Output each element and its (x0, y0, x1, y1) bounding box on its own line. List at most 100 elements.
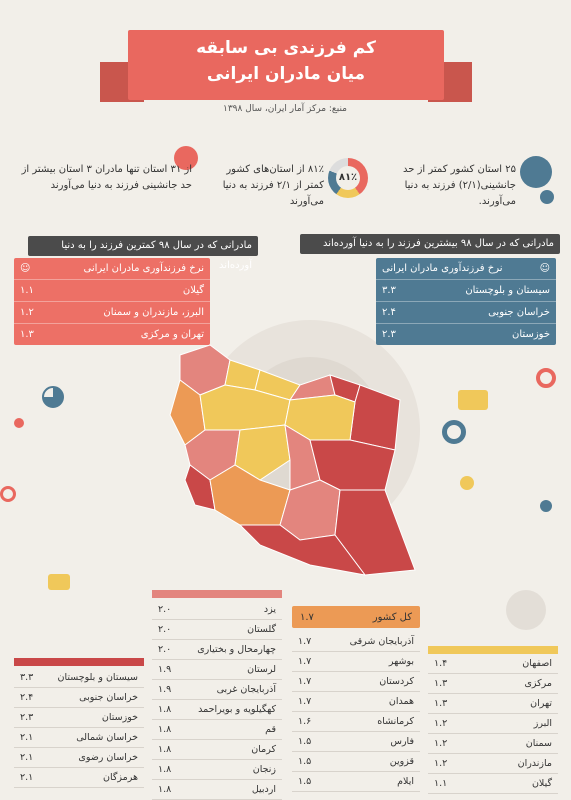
row-value: ۲.۱ (20, 772, 34, 783)
decor-circle-gray (506, 590, 546, 630)
row-value: ۲.۱ (20, 752, 34, 763)
row-name: قزوین (389, 756, 414, 767)
row-name: خوزستان (101, 712, 138, 723)
chat-bubble-icon (48, 574, 70, 590)
row-value: ۱.۲ (434, 718, 448, 729)
row-name: گیلان (182, 285, 204, 296)
row-value: ۱.۸ (158, 744, 172, 755)
stat-left: از ۳۱ استان تنها مادران ۳ استان بیشتر از… (21, 164, 192, 191)
row-value: ۳.۳ (20, 672, 34, 683)
table-row: خراسان رضوی ۲.۱ (14, 748, 144, 768)
row-value: ۱.۷ (298, 696, 312, 707)
decor-circle-yellow (460, 476, 474, 490)
row-value: ۱.۵ (298, 756, 312, 767)
table-row: کرمان ۱.۸ (152, 740, 282, 760)
table-yellow: اصفهان ۱.۴ مرکزی ۱.۳ تهران ۱.۳ البرز ۱.۲ سمنان ۱.… (428, 654, 558, 794)
table-row: قم ۱.۸ (152, 720, 282, 740)
row-name: زنجان (252, 764, 276, 775)
most-row: سیستان و بلوچستان ۳.۳ (376, 279, 556, 301)
least-row: البرز، مازندران و سمنان ۱.۲ (14, 301, 210, 323)
row-value: ۲.۱ (20, 732, 34, 743)
table-row: سیستان و بلوچستان ۳.۳ (14, 668, 144, 688)
country-total-label: کل کشور (372, 611, 412, 623)
row-value: ۱.۵ (298, 736, 312, 747)
table-orange: آذربایجان شرقی ۱.۷ بوشهر ۱.۷ کردستان ۱.۷ همدان… (292, 632, 420, 792)
table-pink-bar (152, 590, 282, 598)
row-name: البرز (533, 718, 552, 729)
row-value: ۱.۷ (298, 636, 312, 647)
row-name: کرمانشاه (377, 716, 414, 727)
decor-circle-blue (520, 156, 552, 188)
table-red-bar (14, 658, 144, 666)
row-name: فارس (390, 736, 414, 747)
baby-icon: ☺ (539, 263, 550, 274)
decor-circle-blue-small (540, 190, 554, 204)
iran-map (169, 344, 416, 576)
row-name: هرمزگان (103, 772, 138, 783)
row-name: ایلام (397, 776, 414, 787)
table-row: خراسان شمالی ۲.۱ (14, 728, 144, 748)
table-row: کرمانشاه ۱.۶ (292, 712, 420, 732)
table-row: مرکزی ۱.۳ (428, 674, 558, 694)
row-value: ۲.۳ (20, 712, 34, 723)
row-name: قم (265, 724, 276, 735)
table-row: اصفهان ۱.۴ (428, 654, 558, 674)
table-row: آذربایجان شرقی ۱.۷ (292, 632, 420, 652)
table-row: سمنان ۱.۲ (428, 734, 558, 754)
row-value: ۱.۲ (20, 307, 34, 318)
row-value: ۱.۲ (434, 738, 448, 749)
row-value: ۱.۶ (298, 716, 312, 727)
map-region-khuzestan (184, 464, 216, 511)
title-line2: میان مادران ایرانی (206, 64, 366, 84)
row-value: ۱.۷ (298, 676, 312, 687)
table-yellow-bar (428, 646, 558, 654)
row-value: ۱.۴ (434, 658, 448, 669)
table-row: مازندران ۱.۲ (428, 754, 558, 774)
country-total-value: ۱.۷ (300, 611, 314, 623)
table-row: چهارمحال و بختیاری ۲.۰ (152, 640, 282, 660)
most-row: خراسان جنوبی ۲.۴ (376, 301, 556, 323)
table-row: کردستان ۱.۷ (292, 672, 420, 692)
table-row: آذربایجان غربی ۱.۹ (152, 680, 282, 700)
target-icon (536, 368, 556, 388)
row-value: ۲.۴ (382, 307, 396, 318)
row-name: بوشهر (388, 656, 414, 667)
row-name: چهارمحال و بختیاری (197, 644, 276, 655)
row-value: ۲.۴ (20, 692, 34, 703)
map-region-razavi (349, 384, 401, 451)
row-name: یزد (263, 604, 276, 615)
stat-right: ۲۵ استان کشور کمتر از حد جانشینی(۲/۱) فر… (402, 164, 516, 207)
stat-middle: ۸۱٪ از استان‌های کشور کمتر از ۲/۱ فرزند … (222, 164, 324, 207)
row-name: اصفهان (522, 658, 552, 669)
row-name: سیستان و بلوچستان (57, 672, 138, 683)
title-banner: کم فرزندی بی سابقه میان مادران ایرانی (128, 30, 444, 100)
row-name: کردستان (379, 676, 414, 687)
least-box: نرخ فرزندآوری مادران ایرانی ☺ گیلان ۱.۱ ال… (14, 258, 210, 345)
most-row: خوزستان ۲.۳ (376, 323, 556, 345)
row-name: تهران و مرکزی (140, 329, 204, 340)
row-name: گلستان (247, 624, 276, 635)
map-region-kerman (279, 479, 341, 541)
row-name: خراسان جنوبی (79, 692, 138, 703)
pie-chart-icon (42, 386, 64, 408)
row-value: ۱.۱ (20, 285, 34, 296)
table-row: همدان ۱.۷ (292, 692, 420, 712)
baby-icon: ☺ (20, 263, 31, 274)
map-region-fars (209, 464, 291, 526)
row-value: ۱.۷ (298, 656, 312, 667)
row-name: خراسان جنوبی (488, 307, 550, 318)
table-row: قزوین ۱.۵ (292, 752, 420, 772)
map-region-hormozgan (238, 524, 367, 576)
decor-circle-red (174, 146, 198, 170)
map-region-isfahan (234, 424, 291, 481)
table-row: هرمزگان ۲.۱ (14, 768, 144, 788)
row-value: ۱.۸ (158, 764, 172, 775)
row-value: ۲.۰ (158, 644, 172, 655)
table-row: خراسان جنوبی ۲.۴ (14, 688, 144, 708)
table-row: زنجان ۱.۸ (152, 760, 282, 780)
row-name: لرستان (247, 664, 276, 675)
row-name: البرز، مازندران و سمنان (103, 307, 204, 318)
row-value: ۱.۸ (158, 724, 172, 735)
table-row: ایلام ۱.۵ (292, 772, 420, 792)
row-name: اردبیل (251, 784, 276, 795)
